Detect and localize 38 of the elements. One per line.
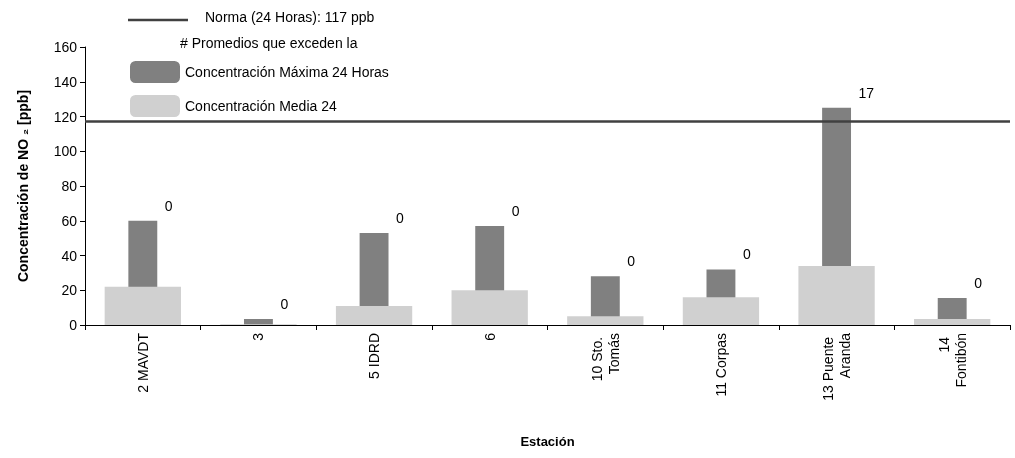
- x-tick-label: 2 MAVDT: [134, 332, 151, 393]
- legend-label: Concentración Media 24: [185, 98, 337, 114]
- y-tick-label: 140: [53, 73, 78, 90]
- annotation: 0: [511, 202, 520, 219]
- annotation: 0: [164, 197, 173, 214]
- y-tick-label: 0: [69, 317, 78, 333]
- bar: [335, 305, 413, 325]
- x-tick-label: 5 IDRD: [366, 333, 383, 379]
- x-tick-label: 10 Sto. Tomás: [588, 333, 622, 382]
- annotation: 0: [396, 209, 405, 226]
- y-tick-label: 100: [53, 143, 78, 160]
- annotation: 0: [742, 246, 751, 263]
- x-tick-label: 13 Puente Aranda: [820, 332, 854, 401]
- bar: [104, 286, 181, 325]
- bar: [798, 265, 875, 325]
- legend-label: Norma (24 Horas): 117 ppb: [205, 9, 375, 25]
- x-axis-title: Estación: [520, 434, 575, 449]
- y-axis-title: Concentración de NO ₂ [ppb]: [15, 89, 31, 283]
- y-tick-label: 60: [61, 212, 78, 229]
- legend-label: Concentración Máxima 24 Horas: [185, 64, 389, 80]
- annotation: 0: [627, 253, 636, 270]
- bar: [567, 316, 644, 325]
- y-tick-label: 80: [61, 178, 78, 194]
- bar: [914, 318, 991, 325]
- x-tick-label: 14 Fontibón: [935, 333, 969, 388]
- annotation: # Promedios que exceden la: [180, 35, 358, 51]
- y-tick-label: 40: [61, 247, 78, 264]
- x-tick-label: 3: [250, 332, 267, 341]
- y-tick-label: 120: [53, 108, 78, 125]
- bar: [451, 290, 528, 325]
- y-tick-label: 20: [61, 282, 78, 299]
- annotation: 0: [280, 295, 289, 312]
- y-tick-label: 160: [53, 39, 78, 55]
- annotation: 0: [974, 275, 983, 292]
- x-tick-label: 6: [481, 332, 498, 341]
- x-tick-label: 11 Corpas: [712, 333, 729, 397]
- annotation: 17: [858, 84, 875, 101]
- bar: [682, 297, 760, 325]
